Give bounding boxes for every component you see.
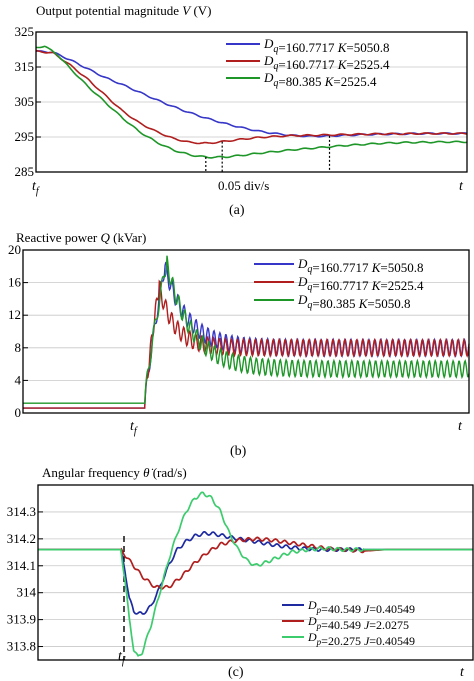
chart-c-x-end-label: t: [460, 665, 465, 680]
chart-a-ytick-label-4: 325: [15, 24, 35, 39]
chart-b-ytick-label-3: 12: [8, 307, 21, 322]
chart-a-legend-label-0: Dq=160.7717 K=5050.8: [263, 36, 390, 55]
chart-a-series-line-2: [35, 45, 468, 159]
chart-c-ytick-label-0: 313.8: [7, 639, 36, 654]
chart-b-panel-label: (b): [230, 444, 247, 459]
chart-c-ytick-label-3: 314.1: [7, 558, 36, 573]
chart-c-plot-frame: [37, 484, 474, 661]
chart-b-plot-frame: [22, 249, 470, 414]
chart-c-series: [38, 491, 473, 658]
chart-b-series-line-2: [23, 255, 470, 404]
chart-c-series-line-2: [38, 491, 473, 658]
chart-b-ytick-label-1: 4: [15, 372, 22, 387]
chart-a-dotted-markers: [205, 135, 331, 172]
chart-c-panel-label: (c): [228, 665, 244, 680]
chart-c-ytick-label-1: 313.9: [7, 612, 36, 627]
chart-b-series: [23, 255, 470, 409]
panel-c: Angular frequency θ̇ (rad/s) 313.8313.93…: [7, 465, 474, 680]
chart-c-series-line-1: [38, 536, 473, 590]
chart-a-x-end-label: t: [459, 179, 464, 194]
chart-c-ytick-label-2: 314: [17, 585, 37, 600]
chart-a-series: [35, 45, 468, 159]
chart-a-ytick-label-1: 295: [15, 129, 35, 144]
chart-a-legend: Dq=160.7717 K=5050.8Dq=160.7717 K=2525.4…: [226, 36, 390, 89]
chart-a-series-line-1: [35, 49, 468, 145]
chart-a-x-scale-label: 0.05 div/s: [218, 178, 269, 193]
chart-b-legend-label-2: Dq=80.385 K=5050.8: [297, 292, 411, 311]
chart-a-legend-label-1: Dq=160.7717 K=2525.4: [263, 53, 390, 72]
chart-a-plot-frame: [35, 31, 468, 173]
chart-b-x-end-label: t: [458, 419, 463, 434]
chart-c-legend-label-0: Dp=40.549 J=0.40549: [307, 598, 415, 616]
chart-b-title: Reactive power Q (kVar): [16, 230, 146, 245]
chart-c-y-ticks: 313.8 313.9 314 314.1 314.2 314.3: [7, 504, 43, 654]
chart-b-legend-label-1: Dq=160.7717 K=2525.4: [297, 274, 424, 293]
chart-a-ytick-label-0: 285: [15, 164, 35, 179]
chart-b-ytick-label-2: 8: [15, 340, 22, 355]
chart-c-legend-label-2: Dp=20.275 J=0.40549: [307, 630, 415, 648]
chart-c-legend-label-1: Dp=40.549 J=2.0275: [307, 614, 409, 632]
chart-b-y-ticks: 0 4 8 12 16 20: [8, 242, 28, 420]
chart-c-title: Angular frequency θ̇ (rad/s): [42, 465, 187, 480]
chart-a-panel-label: (a): [229, 203, 245, 218]
chart-b-legend-label-0: Dq=160.7717 K=5050.8: [297, 256, 424, 275]
chart-b-legend: Dq=160.7717 K=5050.8Dq=160.7717 K=2525.4…: [254, 256, 424, 311]
chart-a-ytick-label-3: 315: [15, 59, 35, 74]
chart-c-ytick-label-5: 314.3: [7, 504, 36, 519]
chart-a-ytick-label-2: 305: [15, 94, 35, 109]
panel-b: Reactive power Q (kVar) 0 4 8 12 16 20 Dq=160…: [8, 230, 470, 459]
chart-a-legend-label-2: Dq=80.385 K=2525.4: [263, 70, 377, 89]
chart-a-x-start-label: tf: [32, 179, 40, 197]
panel-a: Output potential magnitude V (V) 285 295 3…: [15, 3, 468, 218]
chart-b-fault-time-label: tf: [130, 419, 138, 437]
chart-a-title: Output potential magnitude V (V): [36, 3, 211, 18]
chart-a-gridlines: [36, 66, 467, 138]
chart-a-y-ticks: 285 295 305 315 325: [15, 24, 41, 179]
chart-b-series-line-1: [23, 279, 470, 409]
chart-c-ytick-label-4: 314.2: [7, 531, 36, 546]
chart-b-ytick-label-5: 20: [8, 242, 21, 257]
chart-a-series-line-0: [35, 50, 468, 138]
chart-b-ytick-label-4: 16: [8, 275, 22, 290]
chart-c-fault-time-label: tf: [118, 649, 126, 667]
chart-b-ytick-label-0: 0: [15, 405, 22, 420]
